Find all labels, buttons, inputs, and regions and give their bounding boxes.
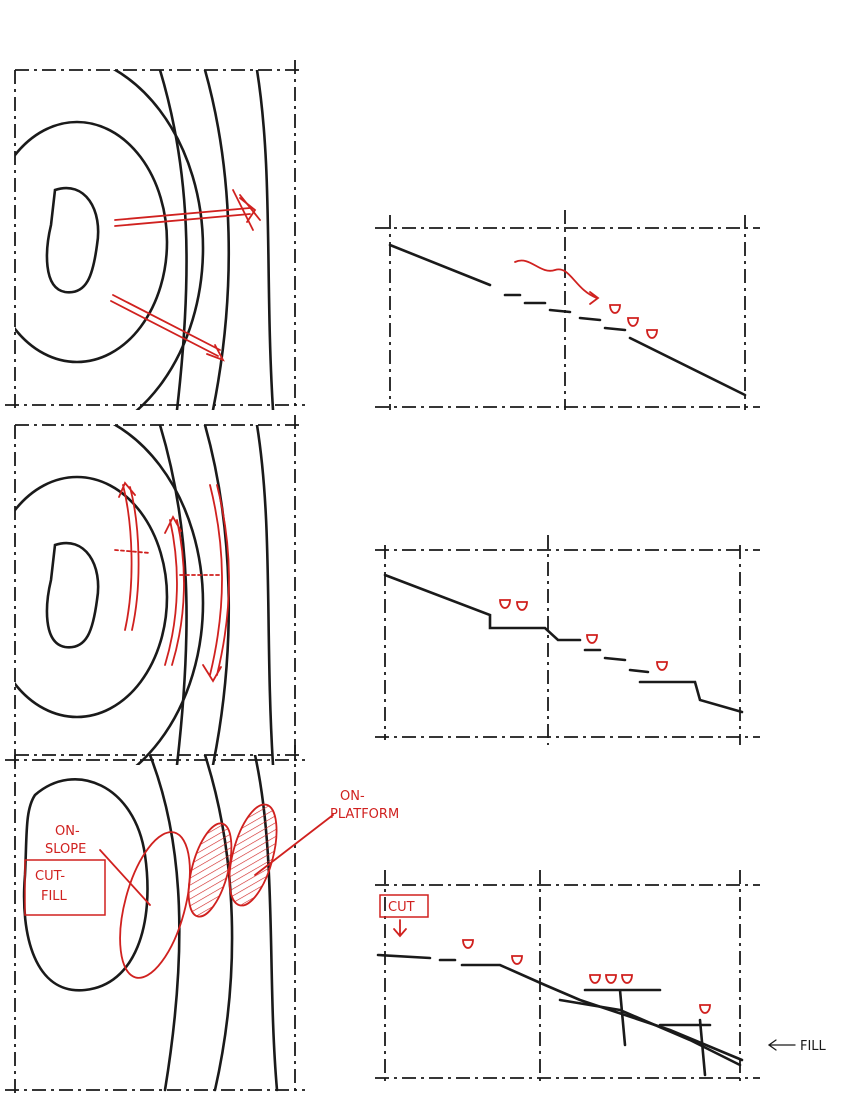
section-3: CUT FILL bbox=[375, 870, 827, 1085]
label-cut: CUT bbox=[388, 900, 415, 915]
plan-3: CUT-FILL ON-SLOPE ON-PLATFORM bbox=[4, 744, 399, 1096]
label-on-slope: ON-SLOPE bbox=[45, 824, 86, 857]
plan-2 bbox=[0, 408, 306, 798]
label-cut-fill: CUT-FILL bbox=[35, 869, 68, 904]
label-on-platform: ON-PLATFORM bbox=[330, 789, 399, 822]
section-1 bbox=[375, 210, 760, 410]
section-2 bbox=[375, 535, 760, 745]
label-fill: FILL bbox=[800, 1039, 827, 1054]
plan-1 bbox=[0, 53, 306, 443]
